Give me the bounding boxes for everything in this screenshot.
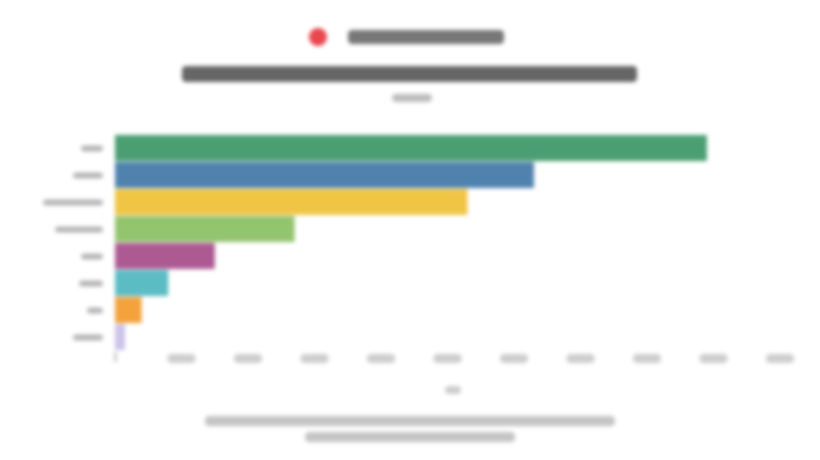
tick-label	[114, 352, 117, 362]
bar	[115, 135, 707, 161]
tick-label	[367, 354, 395, 363]
footnote-line-2	[305, 432, 515, 442]
bar	[115, 297, 142, 323]
logo-text	[348, 30, 504, 44]
tick-label	[699, 354, 728, 363]
bar	[115, 189, 468, 215]
tick-label	[234, 354, 262, 363]
category-label	[81, 253, 103, 260]
category-label	[81, 145, 103, 152]
tick-label	[167, 354, 196, 363]
category-label	[55, 226, 103, 233]
category-label	[79, 280, 103, 287]
tick-label	[433, 354, 462, 363]
tick-label	[566, 354, 595, 363]
tick-label	[766, 354, 794, 363]
x-axis-label	[445, 386, 461, 394]
bar	[115, 270, 169, 296]
category-label	[43, 199, 103, 206]
category-label	[73, 172, 103, 179]
category-label	[87, 307, 103, 314]
chart-title	[182, 66, 637, 82]
tick-label	[500, 354, 528, 363]
bar	[115, 324, 125, 350]
tick-label	[633, 354, 661, 363]
bar	[115, 162, 534, 188]
logo-icon	[309, 28, 327, 46]
bar	[115, 216, 295, 242]
category-label	[73, 334, 103, 341]
tick-label	[300, 354, 329, 363]
chart-subtitle	[392, 94, 432, 102]
bar	[115, 243, 215, 269]
footnote-line-1	[205, 416, 615, 426]
